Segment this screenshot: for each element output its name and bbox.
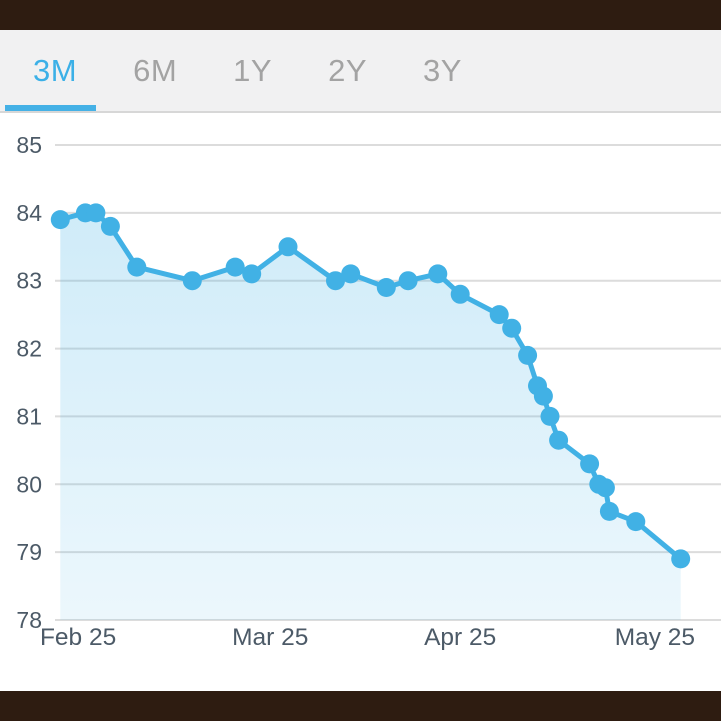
data-point[interactable] bbox=[599, 501, 619, 521]
tab-3y[interactable]: 3Y bbox=[423, 52, 462, 88]
data-point[interactable] bbox=[518, 345, 538, 365]
data-point[interactable] bbox=[398, 271, 418, 291]
x-tick-label: Apr 25 bbox=[424, 624, 496, 651]
x-tick-label: May 25 bbox=[615, 624, 695, 651]
time-range-tabbar: 3M 6M 1Y 2Y 3Y bbox=[0, 30, 721, 113]
series-line bbox=[57, 210, 684, 562]
data-point[interactable] bbox=[225, 257, 245, 277]
data-point[interactable] bbox=[671, 549, 691, 569]
active-tab-indicator bbox=[5, 105, 96, 111]
data-point[interactable] bbox=[428, 264, 448, 284]
data-point[interactable] bbox=[86, 203, 106, 223]
data-point[interactable] bbox=[376, 278, 396, 297]
chart-area: 85 84 83 82 81 80 79 78 Feb 25 Mar 25 Apr 25 May 25 bbox=[0, 113, 721, 691]
x-tick-label: Feb 25 bbox=[40, 624, 116, 651]
data-point[interactable] bbox=[580, 454, 600, 474]
data-point[interactable] bbox=[182, 271, 202, 291]
data-point[interactable] bbox=[502, 318, 522, 338]
series-area bbox=[60, 212, 681, 620]
tab-1y[interactable]: 1Y bbox=[233, 52, 273, 88]
data-point[interactable] bbox=[549, 430, 569, 450]
y-tick-label: 79 bbox=[16, 539, 42, 565]
data-point[interactable] bbox=[533, 386, 553, 406]
tab-6m[interactable]: 6M bbox=[133, 52, 178, 88]
data-point[interactable] bbox=[626, 512, 646, 532]
top-frame-bar bbox=[0, 0, 721, 30]
y-tick-label: 78 bbox=[16, 607, 42, 633]
data-point[interactable] bbox=[242, 264, 262, 284]
y-tick-label: 81 bbox=[16, 403, 42, 429]
data-point[interactable] bbox=[489, 305, 509, 325]
tab-3m[interactable]: 3M bbox=[33, 52, 78, 88]
data-point[interactable] bbox=[540, 406, 560, 426]
bottom-frame-bar bbox=[0, 691, 721, 721]
data-point[interactable] bbox=[127, 257, 147, 277]
data-point[interactable] bbox=[278, 237, 298, 257]
data-point[interactable] bbox=[100, 216, 120, 236]
y-tick-label: 82 bbox=[16, 336, 42, 362]
x-tick-label: Mar 25 bbox=[232, 624, 308, 651]
data-point[interactable] bbox=[326, 271, 345, 291]
data-point[interactable] bbox=[50, 210, 70, 230]
data-point[interactable] bbox=[341, 264, 361, 284]
data-point[interactable] bbox=[450, 284, 470, 304]
y-tick-label: 85 bbox=[16, 132, 42, 158]
y-tick-label: 83 bbox=[16, 268, 42, 294]
y-tick-label: 80 bbox=[16, 471, 42, 497]
y-tick-label: 84 bbox=[16, 200, 42, 226]
tab-2y[interactable]: 2Y bbox=[328, 52, 367, 88]
data-point[interactable] bbox=[595, 478, 615, 498]
